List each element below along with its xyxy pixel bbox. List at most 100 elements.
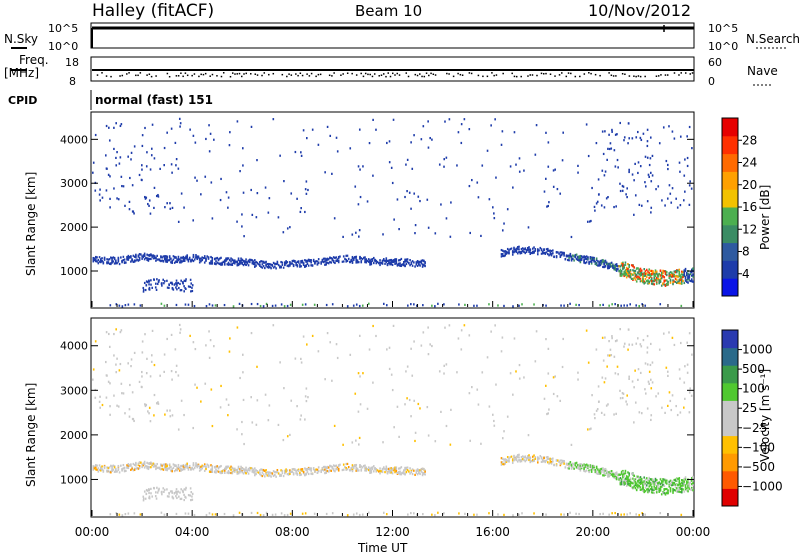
velocity-cell xyxy=(285,468,287,471)
power-cell xyxy=(95,258,97,261)
velocity-cell xyxy=(116,404,118,407)
velocity-cell xyxy=(183,488,186,491)
velocity-cell xyxy=(231,466,234,469)
nave-point xyxy=(531,74,534,76)
power-cell xyxy=(331,257,334,260)
power-cell xyxy=(662,126,665,129)
velocity-cell xyxy=(518,377,521,380)
velocity-cell xyxy=(650,414,653,417)
power-cell xyxy=(122,259,125,262)
power-cell xyxy=(192,253,195,257)
power-cell xyxy=(629,274,632,277)
power-cell xyxy=(101,257,103,260)
power-cell xyxy=(271,304,274,308)
velocity-cell xyxy=(687,490,689,493)
power-cell xyxy=(176,284,178,287)
velocity-cell xyxy=(604,469,607,472)
power-cell xyxy=(504,250,507,253)
velocity-cell xyxy=(184,488,187,491)
nave-point xyxy=(491,72,493,74)
power-cell xyxy=(329,256,331,259)
power-cell xyxy=(216,261,219,264)
velocity-cell xyxy=(192,468,195,471)
nave-point xyxy=(198,75,200,78)
velocity-cell xyxy=(665,491,668,495)
power-cell xyxy=(685,278,688,282)
colorbar-swatch xyxy=(722,135,738,155)
power-cell xyxy=(335,136,338,139)
power-cell xyxy=(294,260,296,263)
velocity-cell xyxy=(506,459,509,462)
power-cell xyxy=(443,158,446,161)
power-cell xyxy=(468,128,471,131)
velocity-cell xyxy=(438,370,441,373)
velocity-cell xyxy=(523,456,525,459)
power-cell xyxy=(241,147,244,150)
velocity-cell xyxy=(156,491,159,494)
velocity-cell xyxy=(595,409,598,412)
velocity-cell xyxy=(304,474,306,477)
velocity-cell xyxy=(414,473,416,477)
power-cell xyxy=(548,201,550,204)
velocity-cell xyxy=(464,512,466,515)
power-cell xyxy=(336,259,339,263)
velocity-cell xyxy=(141,370,143,374)
velocity-cell xyxy=(98,464,101,467)
power-cell xyxy=(140,253,142,256)
power-cell xyxy=(115,164,118,167)
velocity-cell xyxy=(227,472,230,475)
velocity-cell xyxy=(136,466,138,470)
velocity-cell xyxy=(608,340,610,343)
power-cell xyxy=(227,257,230,260)
power-cell xyxy=(194,176,196,179)
nave-point xyxy=(621,72,624,75)
power-cell xyxy=(678,270,681,274)
power-cell xyxy=(614,165,617,168)
power-cell xyxy=(413,303,415,306)
velocity-cell xyxy=(112,464,115,467)
power-cell xyxy=(393,259,395,262)
velocity-cell xyxy=(657,392,660,395)
velocity-cell xyxy=(594,469,597,472)
power-cell xyxy=(510,247,513,250)
power-cell xyxy=(404,195,406,199)
power-cell xyxy=(185,278,187,281)
power-cell xyxy=(559,254,562,257)
power-cell xyxy=(682,279,684,282)
power-cell xyxy=(116,197,118,200)
power-cell xyxy=(590,257,593,260)
velocity-cell xyxy=(155,497,158,500)
power-cell xyxy=(325,303,328,307)
velocity-cell xyxy=(647,482,649,485)
power-cell xyxy=(227,261,230,264)
power-cell xyxy=(203,255,206,258)
power-cell xyxy=(619,270,622,273)
velocity-cell xyxy=(560,459,563,462)
velocity-cell xyxy=(398,435,400,438)
velocity-cell xyxy=(137,462,140,465)
power-cell xyxy=(639,280,642,283)
power-cell xyxy=(352,304,355,307)
power-cell xyxy=(245,263,247,267)
power-cell xyxy=(247,259,250,262)
velocity-cell xyxy=(640,480,643,483)
power-cell xyxy=(615,205,617,208)
velocity-cell xyxy=(518,456,520,459)
nave-point xyxy=(664,74,667,76)
power-cell xyxy=(509,165,512,168)
power-cell xyxy=(690,278,693,281)
velocity-cell xyxy=(251,467,254,470)
power-cell xyxy=(254,259,256,262)
power-cell xyxy=(175,279,178,282)
power-cell xyxy=(633,179,635,182)
velocity-cell xyxy=(355,469,358,472)
power-cell xyxy=(603,174,606,177)
power-cell xyxy=(393,260,395,263)
power-cell xyxy=(310,261,312,264)
power-cell xyxy=(642,278,644,281)
power-cell xyxy=(628,168,630,171)
velocity-cell xyxy=(191,467,194,470)
velocity-cell xyxy=(227,403,230,407)
power-cell xyxy=(112,260,115,263)
power-cell xyxy=(568,256,570,259)
